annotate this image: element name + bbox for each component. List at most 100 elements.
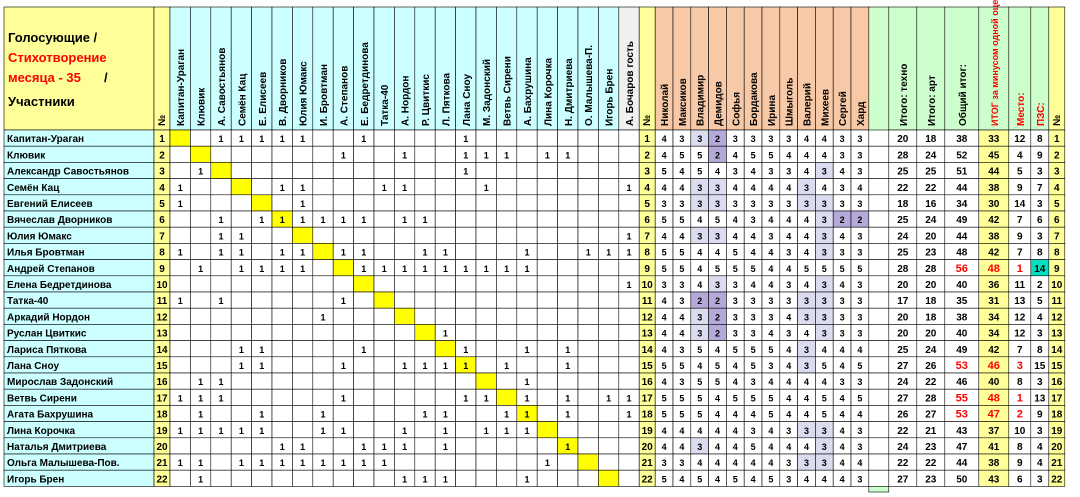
- totals-value: 4: [1037, 442, 1043, 453]
- row-number: 13: [156, 329, 168, 340]
- vote-cell: [353, 324, 375, 341]
- vote-cell: [414, 226, 436, 244]
- vote-cell: [190, 340, 212, 358]
- totals-value: 3: [1017, 360, 1023, 372]
- totals-value: 22: [897, 458, 909, 469]
- row-number: 6: [1054, 215, 1060, 226]
- vote-cell: [190, 194, 212, 212]
- totals-value: 53: [956, 409, 968, 421]
- vote-cell: [230, 405, 252, 422]
- vote-cell: [312, 324, 334, 341]
- voter-name: Н. Дмитриева: [564, 58, 575, 126]
- vote-mark: 1: [239, 345, 244, 355]
- vote-cell: [251, 275, 273, 293]
- vote-mark: 1: [565, 442, 570, 452]
- vote-cell: [414, 340, 436, 358]
- vote-cell: [190, 210, 212, 228]
- voter-name: О. Малышева-П.: [584, 45, 595, 126]
- vote-cell: [577, 356, 599, 374]
- vote-cell: [292, 469, 314, 487]
- row-number: 5: [644, 199, 650, 210]
- expert-score: 3: [786, 329, 791, 339]
- expert-score: 3: [804, 312, 809, 322]
- vote-cell: [496, 210, 518, 228]
- vote-mark: 1: [402, 150, 407, 160]
- vote-cell: [373, 194, 395, 212]
- totals-value: 3: [1037, 199, 1043, 210]
- totals-value: 14: [1034, 264, 1046, 275]
- self-vote-cell: [373, 291, 395, 309]
- vote-mark: 1: [504, 150, 509, 160]
- row-number: 20: [1051, 442, 1063, 453]
- totals-value: 20: [925, 329, 937, 340]
- expert-score: 3: [679, 199, 684, 209]
- expert-score: 4: [662, 426, 667, 436]
- totals-value: 2: [1037, 280, 1043, 291]
- totals-value: 44: [956, 231, 968, 242]
- totals-value: 3: [1037, 474, 1043, 485]
- vote-cell: [169, 405, 191, 422]
- expert-score: 5: [679, 264, 684, 274]
- expert-score: 3: [786, 280, 791, 290]
- vote-mark: 1: [422, 264, 427, 274]
- vote-cell: [414, 421, 436, 439]
- expert-score: 4: [768, 215, 773, 225]
- expert-score: 4: [786, 312, 791, 322]
- vote-mark: 1: [218, 248, 223, 258]
- expert-score: 4: [786, 264, 791, 274]
- expert-score: 5: [733, 393, 738, 403]
- vote-cell: [434, 307, 456, 325]
- self-vote-cell: [169, 129, 191, 147]
- vote-cell: [536, 307, 558, 325]
- row-number: 8: [159, 248, 165, 259]
- separator-cell: [868, 421, 890, 439]
- expert-score: 3: [857, 150, 862, 160]
- vote-cell: [516, 178, 538, 196]
- expert-score: 5: [768, 345, 773, 355]
- totals-value: 27: [897, 393, 909, 404]
- expert-score: 5: [662, 393, 667, 403]
- totals-value: 44: [956, 458, 968, 469]
- vote-mark: 1: [524, 426, 529, 436]
- vote-cell: [394, 162, 416, 179]
- expert-score: 3: [697, 329, 702, 339]
- participant-name: Руслан Цвиткис: [7, 329, 87, 340]
- vote-cell: [618, 145, 640, 163]
- vote-mark: 1: [178, 183, 183, 193]
- participant-name: Евгений Елисеев: [7, 199, 93, 210]
- totals-value: 9: [1017, 183, 1023, 194]
- expert-score: 4: [715, 442, 720, 452]
- separator-cell: [868, 194, 890, 212]
- row-number: 15: [156, 361, 168, 372]
- self-vote-cell: [251, 194, 273, 212]
- row-number: 10: [642, 280, 654, 291]
- totals-value: 10: [1014, 426, 1026, 437]
- expert-score: 3: [822, 296, 827, 306]
- totals-value: 20: [897, 329, 909, 340]
- vote-cell: [230, 145, 252, 163]
- vote-cell: [251, 307, 273, 325]
- separator-cell: [868, 388, 890, 406]
- vote-cell: [618, 453, 640, 471]
- vote-cell: [516, 307, 538, 325]
- vote-mark: 1: [565, 393, 570, 403]
- vote-cell: [434, 145, 456, 163]
- vote-cell: [414, 291, 436, 309]
- totals-value: 4: [1017, 150, 1023, 161]
- row-number: 18: [156, 410, 168, 421]
- row-number: 10: [1051, 280, 1063, 291]
- totals-value: 43: [988, 474, 1000, 485]
- vote-cell: [618, 162, 640, 179]
- no-header-label: №: [1052, 115, 1063, 126]
- vote-mark: 1: [484, 264, 489, 274]
- no-header: [153, 6, 171, 131]
- vote-cell: [475, 291, 497, 309]
- expert-score: 4: [786, 183, 791, 193]
- vote-mark: 1: [565, 361, 570, 371]
- separator-cell: [868, 145, 890, 163]
- expert-score: 4: [840, 361, 845, 371]
- expert-score: 2: [715, 134, 720, 144]
- self-vote-cell: [414, 324, 436, 341]
- row-number: 12: [642, 312, 654, 323]
- vote-cell: [434, 275, 456, 293]
